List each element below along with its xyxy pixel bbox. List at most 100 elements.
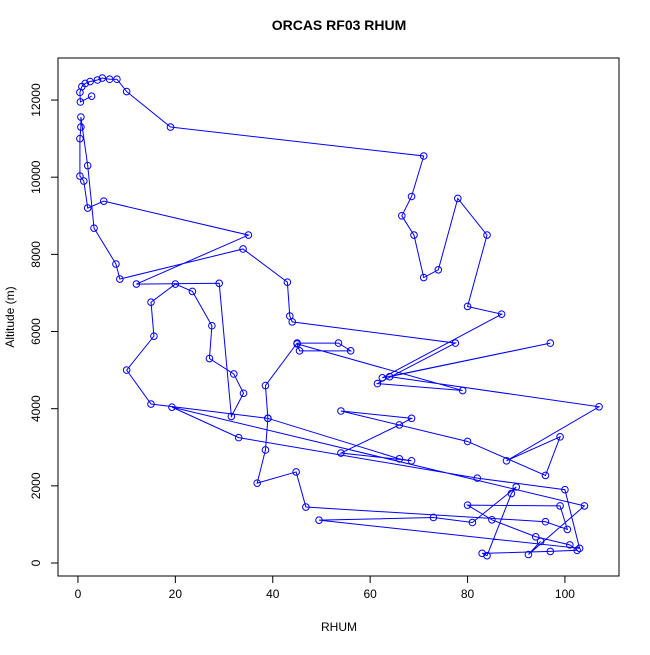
point-marker xyxy=(253,479,261,487)
point-marker xyxy=(483,231,491,239)
point-marker xyxy=(112,260,120,268)
point-marker xyxy=(546,547,555,556)
point-marker xyxy=(229,370,238,378)
point-marker xyxy=(468,518,477,527)
point-marker xyxy=(261,446,270,454)
point-marker xyxy=(188,287,197,296)
point-marker xyxy=(227,412,236,421)
point-marker xyxy=(410,231,418,239)
point-marker xyxy=(561,485,569,494)
point-marker xyxy=(541,517,550,526)
point-marker xyxy=(458,386,467,395)
point-marker xyxy=(573,546,581,555)
series-line xyxy=(79,77,601,557)
point-marker xyxy=(580,502,589,510)
point-marker xyxy=(81,79,90,88)
point-marker xyxy=(302,503,310,511)
point-marker xyxy=(346,347,355,355)
point-marker xyxy=(83,204,92,212)
point-marker xyxy=(93,76,102,84)
point-marker xyxy=(90,224,98,232)
point-marker xyxy=(98,74,107,82)
y-tick-label: 2000 xyxy=(29,472,43,499)
point-marker xyxy=(502,456,511,465)
point-marker xyxy=(566,541,574,549)
point-marker xyxy=(497,310,506,318)
point-marker xyxy=(429,513,438,522)
point-marker xyxy=(463,302,472,311)
point-marker xyxy=(105,75,114,84)
y-tick-label: 10000 xyxy=(29,160,43,194)
point-marker xyxy=(546,339,555,347)
point-marker xyxy=(288,318,297,326)
point-marker xyxy=(541,471,550,480)
point-marker xyxy=(168,403,176,411)
point-marker xyxy=(76,172,84,180)
y-tick-label: 12000 xyxy=(29,83,43,117)
point-marker xyxy=(373,379,382,388)
point-marker xyxy=(507,489,516,498)
point-marker xyxy=(463,501,472,509)
point-marker xyxy=(434,265,443,274)
point-marker xyxy=(315,516,323,524)
point-marker xyxy=(83,161,92,170)
point-marker xyxy=(398,211,406,220)
point-marker xyxy=(113,75,121,84)
point-marker xyxy=(205,354,214,363)
point-marker xyxy=(150,332,158,340)
point-marker xyxy=(283,278,292,286)
point-marker xyxy=(122,366,131,374)
point-marker xyxy=(215,279,223,288)
point-marker xyxy=(419,152,428,160)
point-marker xyxy=(419,273,428,282)
x-tick-label: 100 xyxy=(555,587,575,601)
point-marker xyxy=(77,123,85,131)
point-marker xyxy=(147,298,155,307)
point-marker xyxy=(76,98,85,106)
point-marker xyxy=(76,134,84,143)
point-marker xyxy=(337,449,345,457)
plot-frame xyxy=(57,57,620,577)
point-marker xyxy=(171,280,180,288)
point-marker xyxy=(264,414,272,423)
point-marker xyxy=(244,231,253,239)
point-marker xyxy=(77,113,85,121)
point-marker xyxy=(87,92,96,100)
y-axis-label: Altitude (m) xyxy=(3,286,17,347)
point-marker xyxy=(80,177,88,185)
point-marker xyxy=(512,483,521,491)
point-marker xyxy=(478,549,486,558)
point-marker xyxy=(261,381,270,390)
point-marker xyxy=(531,532,540,541)
point-marker xyxy=(556,502,564,510)
point-marker xyxy=(122,87,131,96)
y-tick-label: 6000 xyxy=(29,318,43,345)
chart-title: ORCAS RF03 RHUM xyxy=(272,17,407,33)
point-marker xyxy=(563,525,572,534)
point-marker xyxy=(292,468,300,476)
x-tick-label: 0 xyxy=(75,587,82,601)
point-marker xyxy=(488,515,496,524)
x-axis-label: RHUM xyxy=(321,620,357,634)
point-marker xyxy=(524,550,533,559)
point-marker xyxy=(556,433,564,441)
y-tick-label: 0 xyxy=(29,559,43,566)
point-marker xyxy=(239,245,247,253)
point-marker xyxy=(483,551,491,560)
point-marker xyxy=(575,544,584,553)
point-marker xyxy=(337,407,345,415)
y-tick-label: 4000 xyxy=(29,395,43,422)
point-marker xyxy=(378,374,387,382)
point-marker xyxy=(295,347,304,355)
point-marker xyxy=(451,339,460,347)
point-marker xyxy=(116,275,124,283)
point-marker xyxy=(166,123,175,131)
point-marker xyxy=(473,474,482,482)
point-marker xyxy=(407,414,416,423)
point-marker xyxy=(132,280,141,288)
point-marker xyxy=(454,194,462,203)
point-marker xyxy=(208,321,216,330)
point-marker xyxy=(293,339,301,347)
point-marker xyxy=(395,455,404,463)
